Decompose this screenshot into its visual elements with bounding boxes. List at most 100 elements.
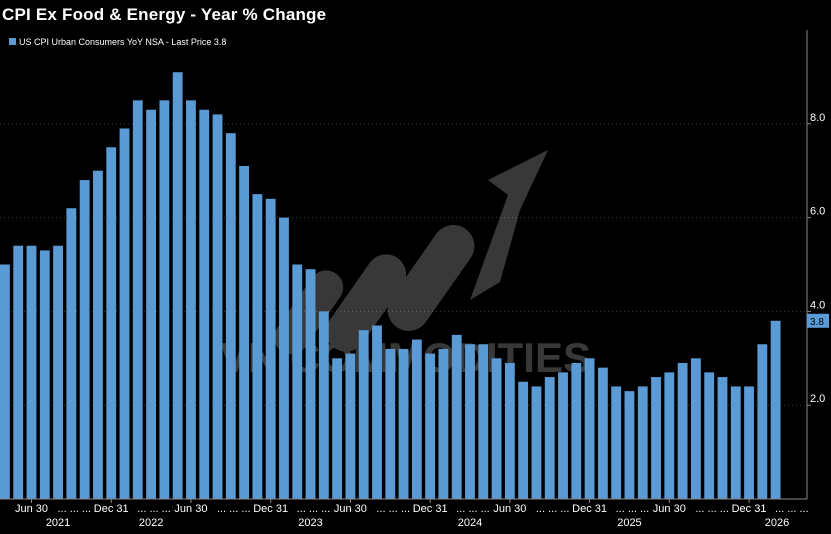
y-ticks: 2.0 4.0 6.0 8.0 <box>807 112 825 406</box>
bars <box>0 72 781 500</box>
bar <box>544 377 555 499</box>
bar <box>465 344 475 499</box>
bar <box>39 250 50 499</box>
x-tick-dots: ... ... ... <box>775 503 809 515</box>
bar <box>637 386 648 499</box>
bar <box>53 245 63 499</box>
x-tick-label: Jun 30 <box>334 503 367 515</box>
y-tick-label: 4.0 <box>810 299 825 311</box>
x-tick-label: Jun 30 <box>174 503 207 515</box>
bar <box>491 358 502 499</box>
bar <box>704 372 715 499</box>
chart-title: CPI Ex Food & Energy - Year % Change <box>2 5 327 24</box>
bar <box>93 170 103 499</box>
bar <box>571 362 582 499</box>
axes <box>0 30 808 500</box>
x-year-label: 2024 <box>458 517 482 529</box>
bar <box>744 386 754 499</box>
y-tick-label: 2.0 <box>810 393 825 405</box>
bar <box>451 334 462 499</box>
bar <box>66 208 77 499</box>
bar <box>0 264 10 499</box>
x-tick-dots: ... ... ... <box>536 503 570 515</box>
y-tick-label: 8.0 <box>810 112 825 124</box>
bar <box>611 386 622 499</box>
bar <box>597 367 608 499</box>
legend-label: US CPI Urban Consumers YoY NSA - Last Pr… <box>19 37 226 47</box>
bar <box>531 386 542 499</box>
bar <box>225 133 236 499</box>
bar <box>372 325 382 499</box>
bar <box>172 72 183 500</box>
bar <box>385 348 396 499</box>
bar <box>504 362 515 499</box>
x-tick-dots: ... ... ... <box>57 503 91 515</box>
bar <box>425 353 436 499</box>
bar <box>239 166 250 499</box>
bar <box>558 372 568 499</box>
y-tick-label: 6.0 <box>810 206 825 218</box>
x-tick-dots: ... ... ... <box>376 503 410 515</box>
bar <box>651 377 661 499</box>
bar <box>265 198 276 499</box>
x-ticks: Jun 30 Dec 31 Jun 30 Dec 31 Jun 30 Dec 31 Jun … <box>15 499 809 529</box>
bar <box>757 344 768 499</box>
x-tick-label: Jun 30 <box>493 503 526 515</box>
x-tick-label: Dec 31 <box>413 503 448 515</box>
bar <box>186 100 196 499</box>
x-year-label: 2022 <box>139 517 163 529</box>
bar <box>252 194 263 499</box>
x-tick-label: Dec 31 <box>572 503 607 515</box>
x-tick-label: Jun 30 <box>653 503 686 515</box>
x-tick-dots: ... ... ... <box>297 503 331 515</box>
bar <box>318 311 329 499</box>
bar <box>411 339 422 499</box>
bar <box>358 330 369 499</box>
x-year-label: 2025 <box>617 517 641 529</box>
bar <box>518 381 529 499</box>
x-tick-dots: ... ... ... <box>217 503 251 515</box>
last-price-box <box>807 313 829 328</box>
bar <box>106 147 117 499</box>
x-tick-dots: ... ... ... <box>695 503 729 515</box>
x-year-label: 2021 <box>46 517 70 529</box>
bar <box>26 245 37 499</box>
bar <box>146 109 156 499</box>
x-tick-dots: ... ... ... <box>137 503 171 515</box>
watermark-logo: VN COMMODITIES <box>220 150 591 381</box>
bar <box>305 269 316 499</box>
bar <box>770 320 781 499</box>
x-tick-label: Dec 31 <box>94 503 129 515</box>
bar <box>132 100 143 499</box>
bar <box>438 348 449 499</box>
bar <box>159 100 170 499</box>
bar <box>13 245 24 499</box>
legend-swatch <box>9 38 16 45</box>
bar <box>345 353 356 499</box>
x-tick-label: Dec 31 <box>253 503 288 515</box>
x-tick-label: Jun 30 <box>15 503 48 515</box>
bar <box>119 128 130 500</box>
x-year-label: 2026 <box>765 517 789 529</box>
x-tick-dots: ... ... ... <box>616 503 650 515</box>
bar <box>212 114 223 500</box>
last-price-label: 3.8 <box>810 317 824 328</box>
bar <box>717 377 728 499</box>
bar <box>677 362 688 499</box>
bar <box>292 264 303 499</box>
bar <box>279 217 289 499</box>
bar <box>332 358 343 499</box>
bar <box>664 372 675 499</box>
bar <box>690 358 701 499</box>
bar <box>79 180 90 499</box>
last-price-marker: 3.8 <box>807 313 829 328</box>
bar <box>199 109 210 499</box>
bar <box>478 344 489 499</box>
x-tick-dots: ... ... ... <box>456 503 490 515</box>
x-tick-label: Dec 31 <box>732 503 767 515</box>
bar <box>584 358 595 499</box>
bar <box>398 348 409 499</box>
bar <box>624 391 635 499</box>
